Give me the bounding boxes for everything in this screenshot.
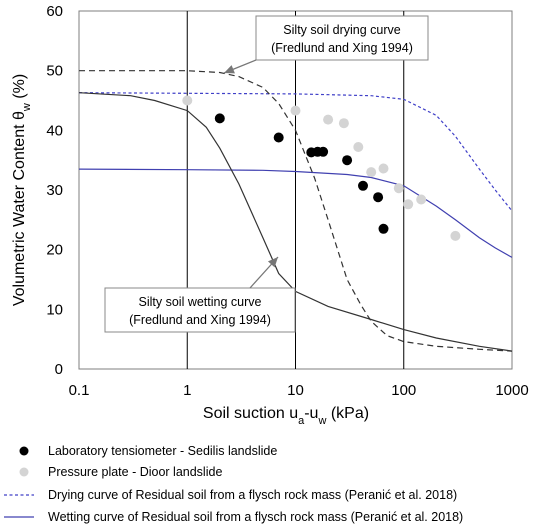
pressure-plate-point (393, 183, 404, 194)
legend-marker-pressure-plate (19, 467, 29, 477)
x-axis-title: Soil suction ua-uw (kPa) (203, 405, 369, 427)
x-tick-label: 10 (287, 382, 304, 399)
tensiometer-point (373, 192, 384, 203)
legend-marker-tensiometer (19, 446, 29, 456)
tensiometer-point (358, 180, 368, 191)
y-tick-label: 20 (46, 242, 63, 259)
tensiometer-point (318, 146, 329, 157)
curve-silty-soil-wetting-curve (78, 92, 513, 352)
pressure-plate-point (403, 199, 414, 210)
y-tick-label: 40 (46, 122, 63, 139)
legend-label-drying-residual: Drying curve of Residual soil from a fly… (48, 488, 457, 502)
legend-label-tensiometer: Laboratory tensiometer - Sedilis landsli… (48, 444, 277, 458)
annotation-drying-line1: Silty soil drying curve (283, 23, 400, 37)
annotation-wetting-line1: Silty soil wetting curve (139, 295, 262, 309)
legend-label-pressure-plate: Pressure plate - Dioor landslide (48, 465, 222, 479)
annotation-drying-line2: (Fredlund and Xing 1994) (271, 41, 413, 55)
legend-label-wetting-residual: Wetting curve of Residual soil from a fl… (48, 510, 463, 524)
tensiometer-point (342, 155, 353, 166)
curve-wetting-curve-of-residual-soil-from-a-flysch-rock-mass-perani-et-al-2018 (78, 168, 513, 258)
points-layer (182, 95, 461, 241)
pressure-plate-point (290, 105, 301, 116)
tensiometer-point (273, 132, 284, 143)
annotation-drying-box (255, 15, 429, 61)
arrow-wetting-head (267, 257, 278, 268)
pressure-plate-point (416, 194, 427, 205)
annotation-wetting: Silty soil wetting curve (Fredlund and X… (104, 287, 296, 333)
annotation-wetting-line2: (Fredlund and Xing 1994) (129, 313, 271, 327)
pressure-plate-point (450, 230, 461, 241)
x-tick-label: 100 (391, 382, 416, 399)
y-axis-title: Volumetric Water Content θw (%) (11, 74, 33, 306)
tensiometer-point (378, 223, 389, 234)
pressure-plate-point (323, 114, 334, 125)
y-tick-label: 10 (46, 301, 63, 318)
pressure-plate-point (378, 163, 389, 174)
pressure-plate-point (366, 167, 377, 178)
curve-silty-soil-drying-curve (79, 70, 513, 352)
y-tick-label: 30 (46, 182, 63, 199)
curves-layer (78, 70, 513, 352)
pressure-plate-point (182, 95, 193, 106)
arrow-drying-head (224, 65, 235, 74)
annotation-wetting-box (104, 287, 296, 333)
pressure-plate-point (353, 142, 364, 152)
y-tick-label: 50 (46, 63, 63, 80)
y-tick-label: 0 (55, 361, 63, 378)
x-tick-label: 1 (183, 382, 191, 399)
tick-labels: 0.1 1 10 100 1000 0 10 20 30 40 50 60 (46, 3, 528, 399)
tensiometer-point (214, 113, 225, 124)
legend: Laboratory tensiometer - Sedilis landsli… (4, 444, 463, 524)
x-tick-label: 1000 (495, 382, 528, 399)
pressure-plate-point (338, 118, 349, 129)
y-tick-label: 60 (46, 3, 63, 20)
curve-drying-curve-of-residual-soil-from-a-flysch-rock-mass-perani-et-al-2018 (78, 92, 513, 212)
annotation-arrows (223, 59, 279, 289)
annotation-drying: Silty soil drying curve (Fredlund and Xi… (255, 15, 429, 61)
x-tick-label: 0.1 (69, 382, 90, 399)
